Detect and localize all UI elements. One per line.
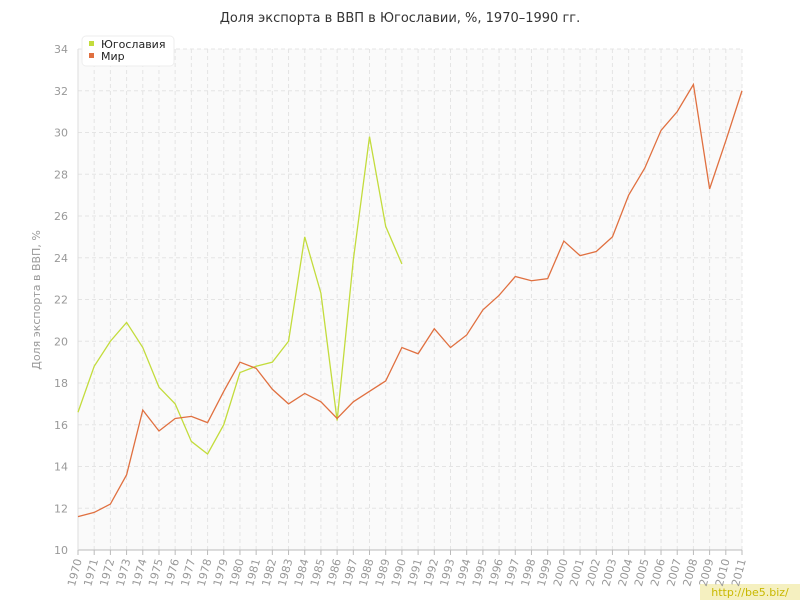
y-axis-label: Доля экспорта в ВВП, %: [30, 230, 43, 370]
legend-swatch: [89, 53, 94, 58]
y-tick-label: 20: [54, 335, 68, 348]
y-tick-label: 26: [54, 210, 68, 223]
series-line: [77, 82, 743, 518]
watermark: http://be5.biz/: [711, 586, 789, 599]
y-tick-label: 14: [54, 461, 68, 474]
y-tick-label: 12: [54, 502, 68, 515]
y-tick-label: 22: [54, 294, 68, 307]
y-tick-label: 32: [54, 85, 68, 98]
y-tick-label: 16: [54, 419, 68, 432]
y-tick-label: 28: [54, 168, 68, 181]
chart-title: Доля экспорта в ВВП в Югославии, %, 1970…: [220, 11, 581, 26]
y-tick-label: 18: [54, 377, 68, 390]
legend-label: Мир: [101, 50, 125, 63]
legend-box: [81, 35, 175, 67]
legend-label: Югославия: [101, 38, 165, 51]
y-tick-label: 30: [54, 127, 68, 140]
y-tick-label: 10: [54, 544, 68, 557]
watermark-bg: [700, 584, 800, 600]
y-tick-label: 34: [54, 43, 68, 56]
y-tick-label: 24: [54, 252, 68, 265]
series-line: [77, 136, 403, 455]
legend-swatch: [89, 41, 94, 46]
